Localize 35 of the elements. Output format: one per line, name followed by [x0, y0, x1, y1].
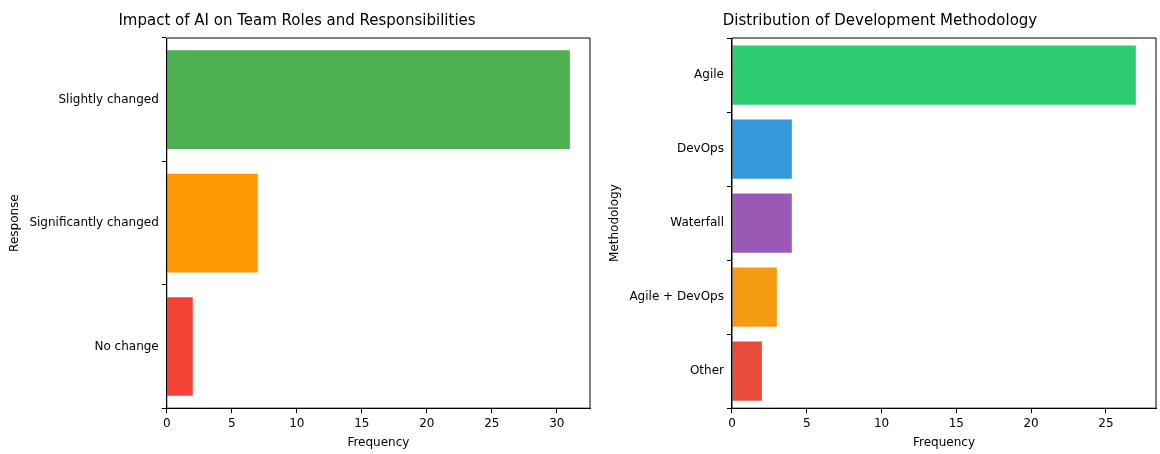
chart-title: Distribution of Development Methodology: [722, 10, 1038, 29]
bar: [732, 193, 792, 253]
x-tick-label: 25: [484, 415, 500, 430]
x-tick-label: 5: [802, 415, 811, 430]
x-tick-label: 25: [1098, 415, 1114, 430]
y-tick-label: Waterfall: [670, 215, 724, 230]
x-tick-label: 0: [728, 415, 736, 430]
x-axis-title: Frequency: [913, 434, 975, 449]
x-tick-label: 5: [227, 415, 236, 430]
x-tick-label: 20: [1023, 415, 1039, 430]
bar: [167, 50, 570, 150]
y-tick-label: Agile + DevOps: [629, 289, 724, 304]
x-axis-title: Frequency: [347, 434, 410, 449]
bar: [732, 45, 1136, 105]
x-tick-label: 15: [948, 415, 964, 430]
bar: [732, 341, 762, 401]
y-tick-label: DevOps: [676, 141, 724, 156]
y-axis-title: Methodology: [607, 184, 622, 262]
x-tick-label: 15: [354, 415, 370, 430]
x-tick-label: 20: [419, 415, 435, 430]
bar: [732, 267, 777, 327]
y-tick-label: Agile: [694, 67, 724, 82]
x-tick-label: 10: [873, 415, 890, 430]
x-tick-label: 30: [549, 415, 565, 430]
bar: [732, 119, 792, 179]
y-tick-label: Slightly changed: [58, 91, 159, 106]
x-tick-label: 0: [162, 415, 171, 430]
chart-title: Impact of AI on Team Roles and Responsibilities: [118, 10, 476, 29]
bar: [167, 297, 193, 396]
y-tick-label: Significantly changed: [29, 215, 159, 230]
bar: [167, 173, 258, 273]
y-tick-label: Other: [689, 363, 725, 378]
x-tick-label: 10: [289, 415, 305, 430]
y-tick-label: No change: [94, 338, 159, 353]
y-axis-title: Response: [7, 194, 22, 252]
